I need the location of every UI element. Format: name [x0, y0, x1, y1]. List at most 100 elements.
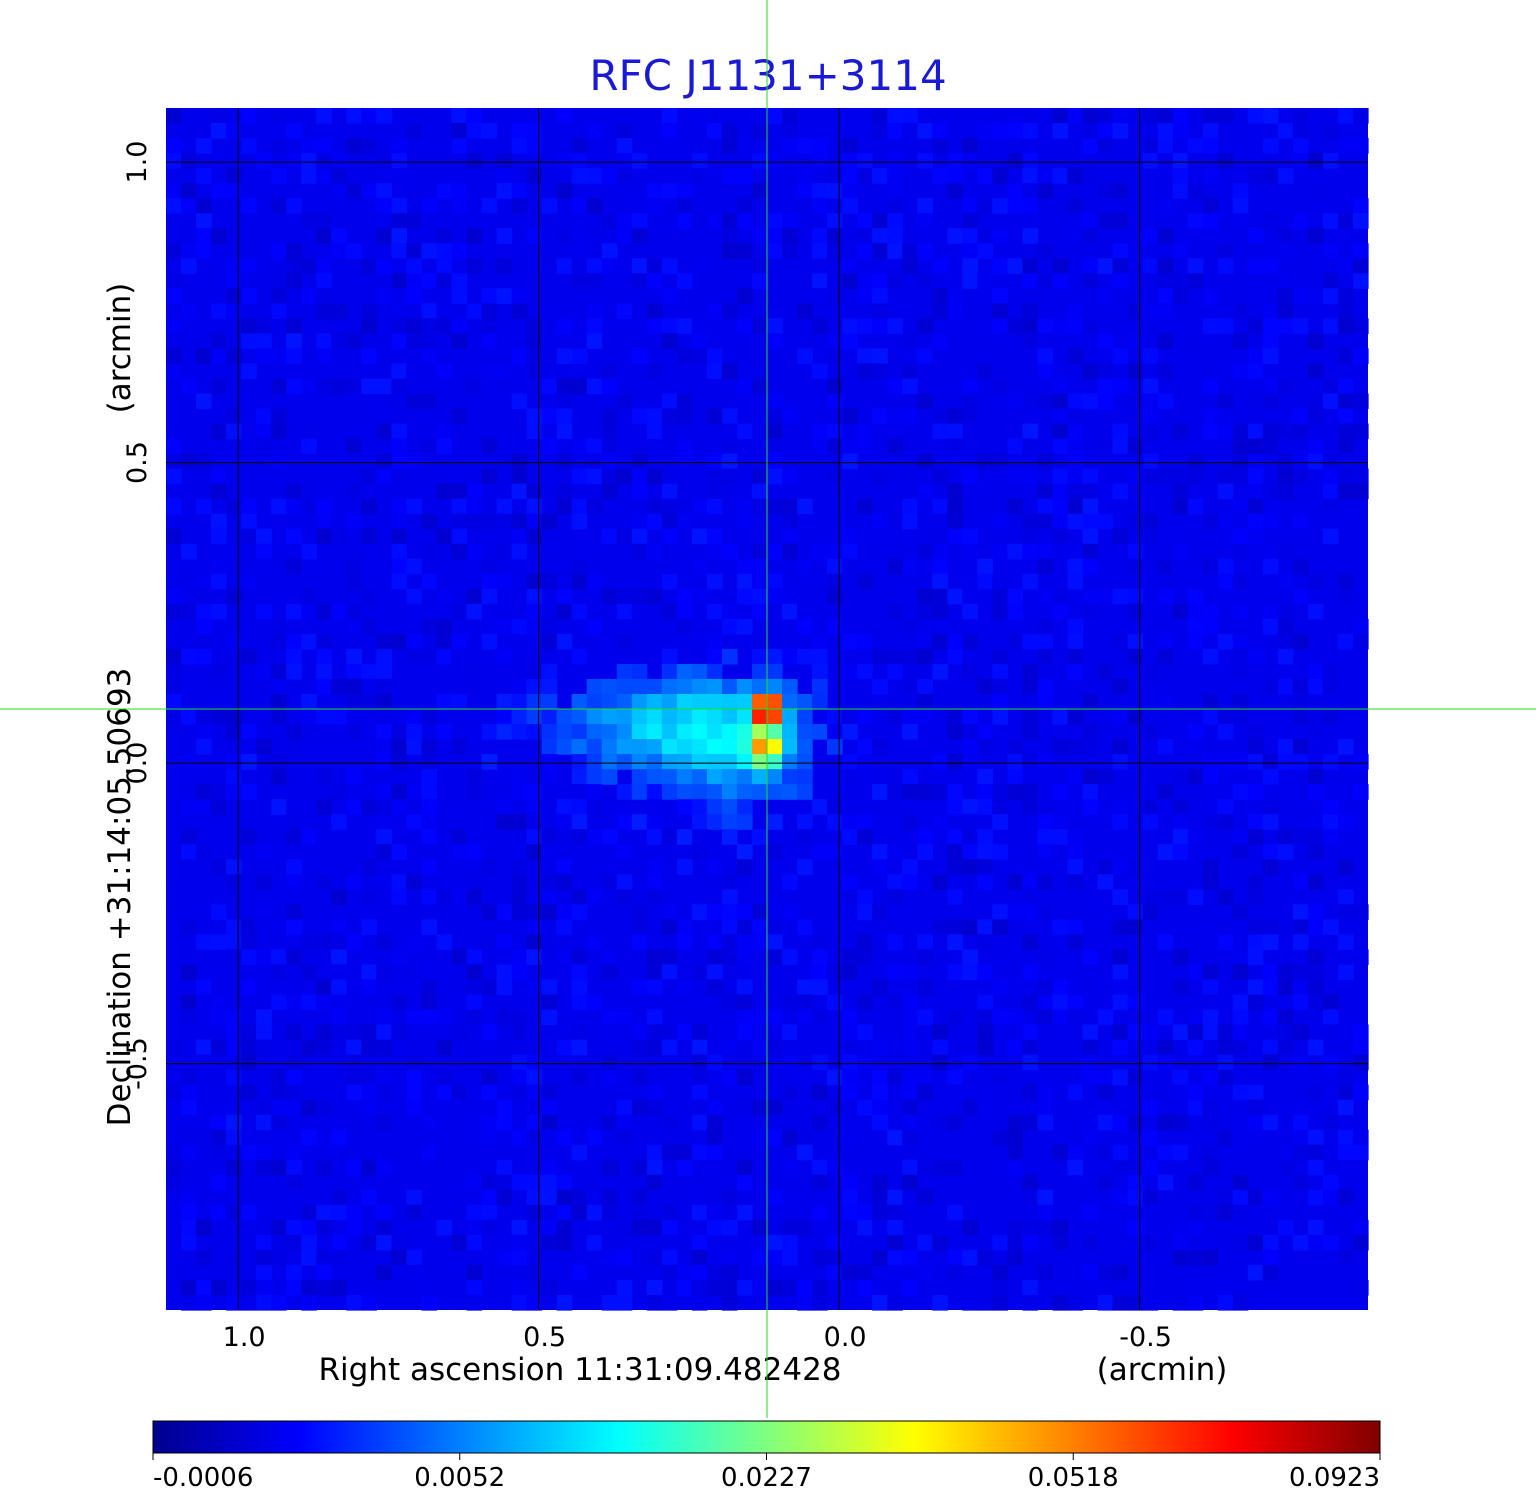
heatmap-cell	[496, 153, 513, 169]
heatmap-cell	[211, 934, 227, 951]
heatmap-cell	[842, 168, 858, 184]
heatmap-cell	[391, 303, 408, 319]
heatmap-cell	[601, 168, 618, 184]
heatmap-cell	[887, 1069, 903, 1086]
heatmap-cell	[1157, 934, 1174, 951]
heatmap-cell	[1247, 919, 1264, 935]
heatmap-cell	[601, 1024, 618, 1041]
heatmap-cell	[932, 603, 948, 620]
heatmap-cell	[406, 709, 423, 725]
heatmap-cell	[406, 498, 423, 515]
heatmap-cell	[571, 603, 588, 620]
heatmap-cell	[571, 754, 588, 770]
heatmap-cell	[496, 904, 513, 920]
heatmap-cell	[706, 123, 723, 139]
heatmap-cell	[797, 1009, 813, 1026]
heatmap-cell	[616, 814, 633, 830]
heatmap-cell	[1127, 633, 1144, 650]
heatmap-cell	[256, 1039, 272, 1056]
heatmap-cell	[1187, 829, 1204, 845]
heatmap-cell	[166, 198, 182, 214]
heatmap-cell	[1157, 1144, 1174, 1161]
heatmap-cell	[226, 633, 242, 650]
heatmap-cell	[1292, 408, 1309, 425]
heatmap-cell	[301, 138, 317, 154]
heatmap-cell	[541, 889, 558, 905]
heatmap-cell	[166, 709, 182, 725]
heatmap-cell	[496, 799, 513, 815]
heatmap-cell	[1292, 1114, 1309, 1131]
heatmap-cell	[196, 168, 212, 184]
heatmap-cell	[842, 1129, 858, 1146]
heatmap-cell	[376, 1114, 392, 1131]
heatmap-cell	[812, 1294, 828, 1311]
heatmap-cell	[526, 934, 543, 951]
heatmap-cell	[676, 618, 693, 635]
heatmap-cell	[466, 1234, 483, 1251]
heatmap-cell	[181, 1099, 197, 1116]
heatmap-cell	[271, 1219, 287, 1236]
heatmap-cell	[1202, 814, 1219, 830]
heatmap-cell	[1292, 138, 1309, 154]
heatmap-cell	[1067, 663, 1084, 680]
heatmap-cell	[391, 1024, 408, 1041]
heatmap-cell	[406, 874, 423, 890]
heatmap-cell	[751, 468, 768, 485]
heatmap-cell	[421, 1114, 438, 1131]
heatmap-cell	[827, 1174, 843, 1191]
heatmap-cell	[241, 198, 257, 214]
heatmap-cell	[1052, 1234, 1069, 1251]
heatmap-cell	[1277, 243, 1294, 259]
heatmap-cell	[226, 1129, 242, 1146]
heatmap-cell	[1157, 528, 1174, 545]
heatmap-cell	[932, 633, 948, 650]
heatmap-cell	[872, 739, 888, 755]
heatmap-cell	[166, 1264, 182, 1281]
heatmap-cell	[631, 1024, 648, 1041]
heatmap-cell	[751, 258, 768, 274]
heatmap-cell	[767, 543, 783, 560]
heatmap-cell	[1022, 108, 1039, 124]
heatmap-cell	[271, 1114, 287, 1131]
heatmap-cell	[812, 243, 828, 259]
heatmap-cell	[226, 874, 242, 890]
heatmap-cell	[1337, 1219, 1354, 1236]
heatmap-cell	[1247, 393, 1264, 410]
heatmap-cell	[947, 859, 963, 875]
heatmap-cell	[887, 183, 903, 199]
heatmap-cell	[301, 153, 317, 169]
heatmap-cell	[316, 303, 332, 319]
heatmap-cell	[977, 363, 993, 380]
heatmap-cell	[571, 949, 588, 966]
heatmap-cell	[286, 333, 302, 350]
heatmap-cell	[1007, 1039, 1024, 1056]
heatmap-cell	[451, 498, 468, 515]
heatmap-cell	[586, 678, 603, 695]
heatmap-cell	[736, 288, 753, 304]
heatmap-cell	[196, 1054, 212, 1071]
heatmap-cell	[586, 739, 603, 755]
heatmap-cell	[496, 543, 513, 560]
heatmap-cell	[631, 904, 648, 920]
heatmap-cell	[436, 603, 453, 620]
heatmap-cell	[256, 1249, 272, 1266]
heatmap-cell	[361, 1294, 377, 1311]
heatmap-cell	[1337, 213, 1354, 229]
heatmap-cell	[1037, 393, 1054, 410]
heatmap-cell	[1247, 438, 1264, 455]
heatmap-cell	[827, 1264, 843, 1281]
heatmap-cell	[767, 1039, 783, 1056]
heatmap-cell	[511, 693, 528, 710]
heatmap-cell	[646, 739, 663, 755]
heatmap-cell	[226, 168, 242, 184]
heatmap-cell	[767, 693, 783, 710]
heatmap-cell	[797, 919, 813, 935]
heatmap-cell	[346, 573, 362, 590]
heatmap-cell	[1187, 1174, 1204, 1191]
heatmap-cell	[211, 558, 227, 575]
heatmap-cell	[1127, 333, 1144, 350]
heatmap-cell	[661, 1219, 678, 1236]
heatmap-cell	[1322, 994, 1339, 1011]
heatmap-cell	[977, 964, 993, 981]
heatmap-cell	[1202, 318, 1219, 334]
